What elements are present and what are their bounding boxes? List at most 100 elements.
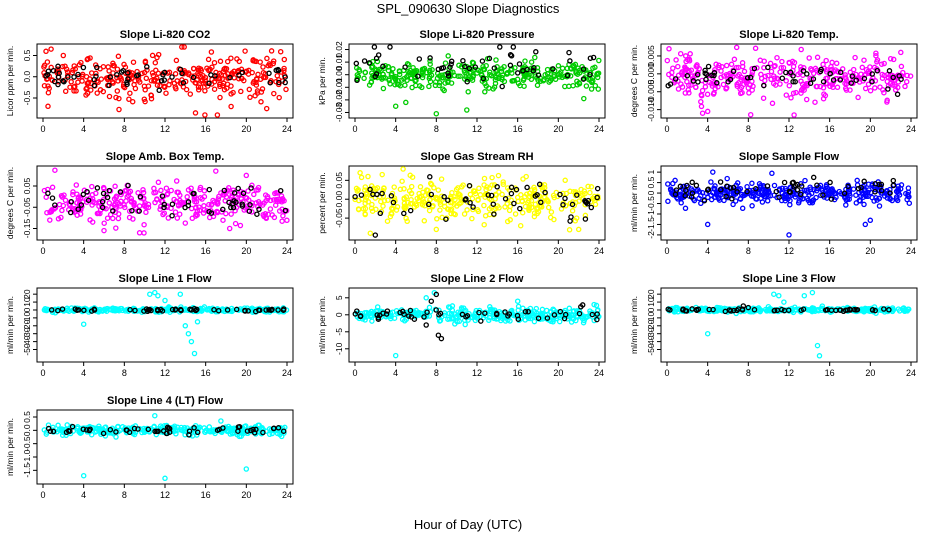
chart-panel-5: Slope Gas Stream RH 0 4 8 12 16 20 24 -0.050.00 0… [317, 151, 606, 256]
data-point [698, 200, 704, 207]
data-point [362, 200, 368, 207]
data-point [209, 201, 215, 207]
data-point [544, 198, 551, 204]
data-point [190, 77, 196, 83]
data-point [387, 44, 393, 50]
data-point [736, 71, 742, 78]
data-point [776, 292, 782, 299]
data-point [522, 203, 529, 210]
data-point [515, 303, 522, 310]
data-point [555, 63, 562, 69]
data-point [807, 199, 813, 206]
data-point [284, 217, 290, 224]
data-point [587, 189, 593, 196]
data-point [689, 190, 696, 196]
data-point [482, 309, 489, 316]
panel-title: Slope Gas Stream RH [420, 151, 533, 163]
series-main [664, 44, 914, 118]
data-point [258, 89, 265, 95]
data-point [482, 213, 489, 219]
data-point [281, 65, 287, 72]
data-point [833, 60, 840, 67]
data-point [420, 72, 426, 78]
data-point [355, 206, 362, 213]
data-point [695, 79, 701, 85]
x-tick-label: 4 [81, 368, 86, 378]
data-point [732, 198, 739, 204]
data-point [453, 186, 460, 193]
data-point [693, 63, 699, 70]
data-point [535, 77, 541, 84]
data-point [172, 209, 179, 215]
data-point [201, 188, 208, 194]
data-point [762, 193, 769, 200]
data-point [772, 62, 778, 69]
data-point [746, 90, 752, 96]
data-point [493, 57, 499, 63]
data-point [352, 193, 358, 200]
data-point [469, 215, 475, 222]
data-point [204, 83, 211, 89]
data-point [80, 191, 87, 198]
data-point [220, 217, 226, 223]
data-point [754, 65, 760, 71]
data-point [442, 80, 448, 86]
data-point [132, 307, 138, 314]
data-point [862, 85, 869, 92]
data-point [55, 63, 61, 70]
data-point [452, 196, 458, 203]
data-point [266, 70, 272, 77]
data-point [128, 195, 135, 202]
data-point [699, 110, 706, 116]
data-point [859, 64, 866, 71]
data-point [113, 434, 119, 440]
data-point [147, 291, 153, 297]
data-point [55, 74, 62, 80]
data-point [562, 177, 568, 184]
data-point [145, 426, 152, 433]
x-tick-label: 16 [201, 246, 211, 256]
y-axis-label: ml/min per min. [5, 296, 15, 354]
data-point [182, 220, 189, 226]
data-point [80, 64, 87, 71]
data-point [159, 193, 166, 199]
x-tick-label: 0 [664, 246, 669, 256]
data-point [737, 86, 743, 92]
data-point [180, 80, 187, 86]
data-point [706, 306, 712, 313]
data-point [62, 63, 68, 69]
data-point [755, 189, 762, 195]
data-point [874, 197, 880, 203]
data-point [211, 86, 218, 92]
data-point [591, 317, 597, 324]
data-point [508, 184, 515, 191]
data-point [379, 76, 385, 82]
data-point [753, 185, 759, 192]
data-point [464, 207, 470, 213]
data-point [484, 184, 490, 190]
data-point [851, 306, 858, 313]
data-point [368, 79, 374, 86]
y-tick-label: -0.02 [334, 90, 344, 110]
series-main [665, 169, 913, 238]
data-point [266, 431, 273, 438]
data-point [47, 209, 53, 215]
y-tick-label: 0.00 [334, 191, 344, 208]
data-point [59, 207, 65, 214]
data-point [440, 86, 446, 92]
data-point [540, 77, 547, 84]
y-axis-label: percent per min. [317, 172, 327, 233]
data-point [440, 65, 447, 71]
data-point [769, 170, 775, 177]
data-point [517, 222, 524, 229]
data-point [747, 111, 754, 118]
data-point [903, 78, 910, 85]
data-point [817, 68, 824, 75]
data-point [158, 187, 164, 194]
data-point [435, 332, 442, 338]
data-point [588, 204, 595, 211]
y-tick-label: -30 [22, 327, 32, 340]
x-tick-label: 4 [81, 490, 86, 500]
data-point [412, 78, 418, 84]
data-point [770, 80, 777, 87]
